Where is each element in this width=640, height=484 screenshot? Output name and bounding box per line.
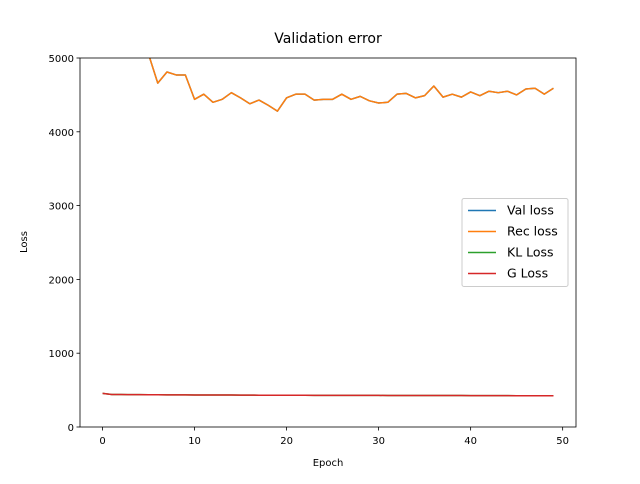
y-tick-label: 3000 <box>49 202 74 213</box>
x-tick-label: 30 <box>372 436 385 447</box>
series-line <box>148 58 554 112</box>
x-tick-label: 50 <box>556 436 569 447</box>
legend-label: KL Loss <box>507 245 554 260</box>
x-tick-label: 20 <box>280 436 293 447</box>
legend-label: Val loss <box>507 203 554 218</box>
y-tick-label: 1000 <box>49 349 74 360</box>
x-tick-label: 0 <box>99 436 105 447</box>
y-tick-label: 4000 <box>49 128 74 139</box>
x-tick-label: 40 <box>464 436 477 447</box>
plot-area <box>102 58 554 397</box>
x-axis-label: Epoch <box>313 458 344 469</box>
y-tick-label: 2000 <box>49 275 74 286</box>
axes-frame <box>79 57 577 428</box>
chart-title: Validation error <box>274 31 382 47</box>
y-tick-label: 0 <box>68 423 74 434</box>
legend-label: G Loss <box>507 266 548 281</box>
series-line <box>148 58 554 112</box>
legend-label: Rec loss <box>507 224 558 239</box>
y-tick-label: 5000 <box>49 54 74 65</box>
y-axis-label: Loss <box>19 231 30 253</box>
legend-box <box>461 198 569 287</box>
series-line <box>102 392 554 397</box>
x-tick-label: 10 <box>188 436 201 447</box>
